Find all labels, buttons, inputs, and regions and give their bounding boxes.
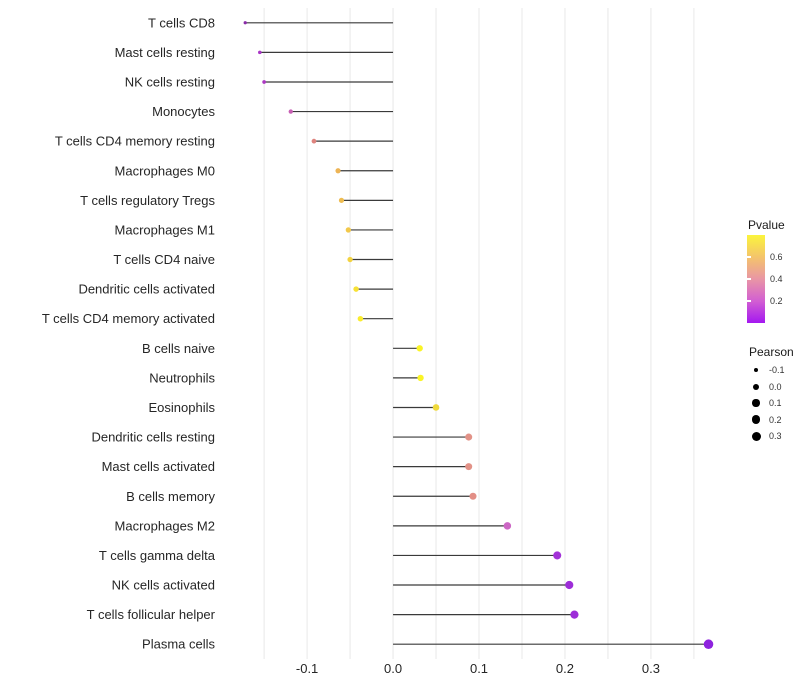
y-axis-label: T cells follicular helper	[87, 607, 216, 622]
lollipop-dot	[553, 551, 562, 560]
lollipop-dot	[258, 50, 262, 55]
pearson-legend: Pearson -0.1 0.0 0.1 0.2 0.3	[747, 345, 800, 455]
y-axis-label: NK cells activated	[112, 578, 215, 593]
x-axis-tick-label: 0.1	[470, 661, 488, 676]
x-axis-tick-label: 0.2	[556, 661, 574, 676]
pearson-size-dot-box	[749, 367, 763, 373]
y-axis-label: Plasma cells	[142, 637, 215, 652]
pearson-legend-title: Pearson	[749, 345, 794, 359]
pearson-size-dot	[753, 383, 759, 390]
colorbar-tick-label: 0.4	[770, 274, 783, 284]
y-axis-label: Mast cells resting	[115, 45, 215, 60]
lollipop-dot	[262, 80, 266, 84]
colorbar-tick-label: 0.2	[770, 296, 783, 306]
pearson-size-dot	[751, 415, 761, 424]
pearson-size-dot	[753, 367, 759, 373]
lollipop-dot	[503, 522, 512, 530]
y-axis-label: B cells naive	[142, 341, 215, 356]
pearson-size-label: 0.2	[769, 414, 782, 425]
pearson-size-dot-box	[749, 415, 763, 424]
pearson-size-label: 0.3	[769, 431, 782, 441]
pearson-size-label: -0.1	[769, 365, 785, 375]
lollipop-dot	[288, 109, 293, 114]
pvalue-legend: Pvalue 0.6 0.4 0.2	[747, 218, 800, 328]
pearson-legend-row: 0.0	[747, 379, 782, 395]
colorbar-tick	[747, 278, 751, 280]
lollipop-dot	[311, 138, 317, 144]
y-axis-label: T cells regulatory Tregs	[80, 193, 215, 208]
y-axis-label: Macrophages M0	[115, 163, 215, 178]
lollipop-dot	[465, 463, 473, 471]
lollipop-dot	[417, 374, 424, 382]
lollipop-dot	[335, 168, 341, 174]
lollipop-dot	[465, 433, 473, 441]
lollipop-dot	[416, 345, 423, 352]
y-axis-label: Macrophages M2	[115, 518, 215, 533]
lollipop-dot	[347, 256, 353, 263]
y-axis-label: B cells memory	[126, 489, 215, 504]
lollipop-dot	[243, 21, 247, 25]
y-axis-label: Eosinophils	[149, 400, 216, 415]
pearson-legend-row: 0.2	[747, 412, 782, 428]
pearson-size-dot-box	[749, 399, 763, 407]
colorbar-tick	[747, 300, 751, 302]
lollipop-dot	[432, 404, 440, 411]
lollipop-dot	[353, 286, 359, 292]
y-axis-label: Neutrophils	[149, 370, 215, 385]
pearson-size-dot-box	[749, 431, 763, 441]
y-axis-label: NK cells resting	[125, 74, 215, 89]
colorbar-tick	[747, 256, 751, 258]
x-axis-tick-label: -0.1	[296, 661, 318, 676]
y-axis-label: Monocytes	[152, 104, 215, 119]
colorbar-tick-label: 0.6	[770, 252, 783, 262]
y-axis-label: T cells CD8	[148, 15, 215, 30]
y-axis-label: T cells CD4 memory activated	[42, 311, 215, 326]
pearson-size-label: 0.1	[769, 398, 782, 408]
y-axis-label: Dendritic cells activated	[78, 282, 215, 297]
y-axis-label: Macrophages M1	[115, 222, 215, 237]
lollipop-dot	[703, 639, 714, 649]
x-axis-tick-label: 0.3	[642, 661, 660, 676]
pearson-legend-row: -0.1	[747, 362, 785, 378]
x-axis-tick-label: 0.0	[384, 661, 402, 676]
pvalue-legend-title: Pvalue	[748, 218, 785, 232]
pearson-size-dot	[751, 431, 761, 441]
pvalue-colorbar	[747, 235, 765, 323]
lollipop-dot	[469, 492, 477, 500]
y-axis-label: Dendritic cells resting	[91, 430, 215, 445]
y-axis-label: T cells CD4 memory resting	[55, 134, 215, 149]
pearson-size-dot-box	[749, 383, 763, 390]
y-axis-label: Mast cells activated	[102, 459, 215, 474]
lollipop-dot	[570, 610, 579, 619]
y-axis-label: T cells CD4 naive	[113, 252, 215, 267]
lollipop-dot	[345, 227, 352, 233]
y-axis-label: T cells gamma delta	[99, 548, 216, 563]
pearson-legend-row: 0.3	[747, 428, 782, 444]
pearson-size-label: 0.0	[769, 381, 782, 392]
lollipop-dot	[338, 197, 345, 203]
pearson-legend-row: 0.1	[747, 395, 782, 411]
pearson-size-dot	[752, 399, 760, 407]
lollipop-dot	[565, 580, 574, 590]
lollipop-dot	[357, 315, 364, 322]
